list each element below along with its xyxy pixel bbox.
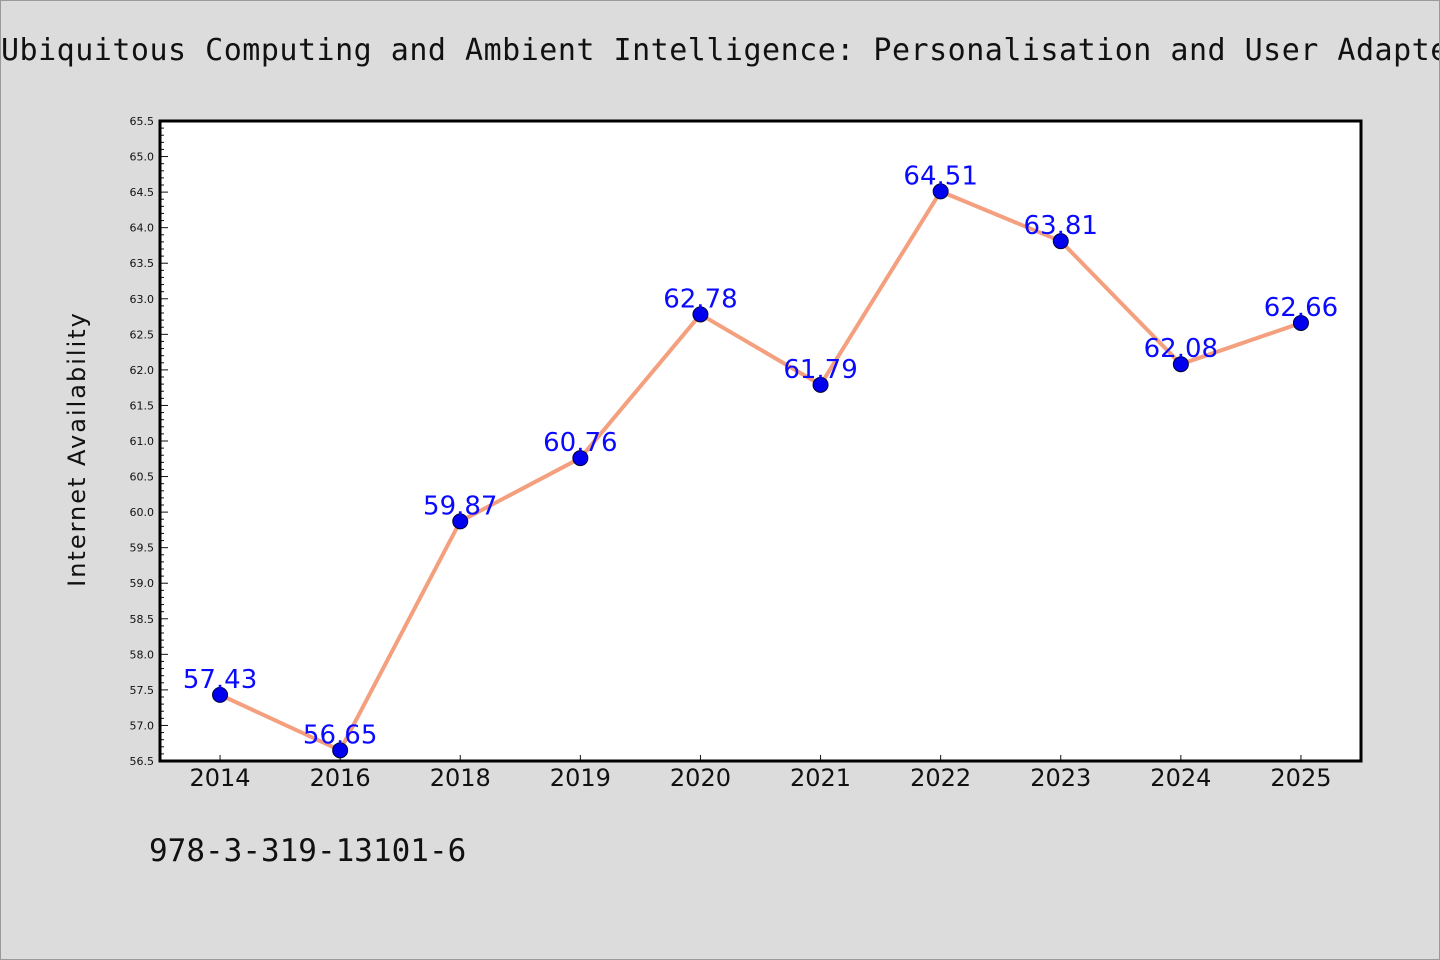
data-label: 62.66 <box>1264 293 1338 323</box>
x-tick-label: 2020 <box>670 764 731 792</box>
y-tick-label: 62.0 <box>130 364 155 377</box>
data-label: 59.87 <box>423 491 497 521</box>
data-point <box>692 306 709 323</box>
chart-title: Ubiquitous Computing and Ambient Intelli… <box>1 33 1439 68</box>
data-label: 61.79 <box>783 355 857 385</box>
y-tick-label: 60.0 <box>130 506 155 519</box>
y-tick-label: 63.5 <box>130 257 155 270</box>
data-point <box>332 742 349 759</box>
y-tick-label: 61.0 <box>130 435 155 448</box>
plot-area <box>160 121 1361 761</box>
y-axis-label: Internet Availability <box>63 311 91 587</box>
series-line <box>218 189 1303 753</box>
y-tick-label: 65.0 <box>130 151 155 164</box>
data-point <box>1052 233 1069 250</box>
y-tick-label: 63.0 <box>130 293 155 306</box>
data-label: 63.81 <box>1024 211 1098 241</box>
data-label: 62.08 <box>1144 334 1218 364</box>
y-tick-label: 57.0 <box>130 719 155 732</box>
plot-border <box>158 119 1363 763</box>
data-label: 57.43 <box>183 665 257 695</box>
x-tick-label: 2024 <box>1150 764 1211 792</box>
x-tick-label: 2022 <box>910 764 971 792</box>
data-point <box>212 686 229 703</box>
y-tick-label: 56.5 <box>130 755 155 768</box>
x-tick-label: 2025 <box>1270 764 1331 792</box>
y-tick-label: 64.0 <box>130 222 155 235</box>
x-tick-label: 2023 <box>1030 764 1091 792</box>
y-tick-label: 58.0 <box>130 648 155 661</box>
data-point <box>572 450 589 467</box>
data-label: 64.51 <box>903 161 977 191</box>
y-tick-label: 58.5 <box>130 613 155 626</box>
data-label: 56.65 <box>303 720 377 750</box>
x-tick-label: 2021 <box>790 764 851 792</box>
y-tick-label: 65.5 <box>130 115 155 128</box>
y-tick-label: 59.5 <box>130 542 155 555</box>
y-tick-label: 64.5 <box>130 186 155 199</box>
data-point <box>932 183 949 200</box>
data-point <box>1172 356 1189 373</box>
y-tick-label: 57.5 <box>130 684 155 697</box>
data-point <box>812 376 829 393</box>
y-tick-label: 62.5 <box>130 328 155 341</box>
y-tick-label: 61.5 <box>130 399 155 412</box>
data-point <box>1292 314 1309 331</box>
data-label: 62.78 <box>663 284 737 314</box>
y-tick-label: 60.5 <box>130 471 155 484</box>
y-tick-label: 59.0 <box>130 577 155 590</box>
data-point <box>452 513 469 530</box>
x-tick-label: 2014 <box>190 764 251 792</box>
x-tick-label: 2018 <box>430 764 491 792</box>
x-tick-label: 2016 <box>310 764 371 792</box>
data-label: 60.76 <box>543 428 617 458</box>
isbn-text: 978-3-319-13101-6 <box>149 833 467 869</box>
x-tick-label: 2019 <box>550 764 611 792</box>
